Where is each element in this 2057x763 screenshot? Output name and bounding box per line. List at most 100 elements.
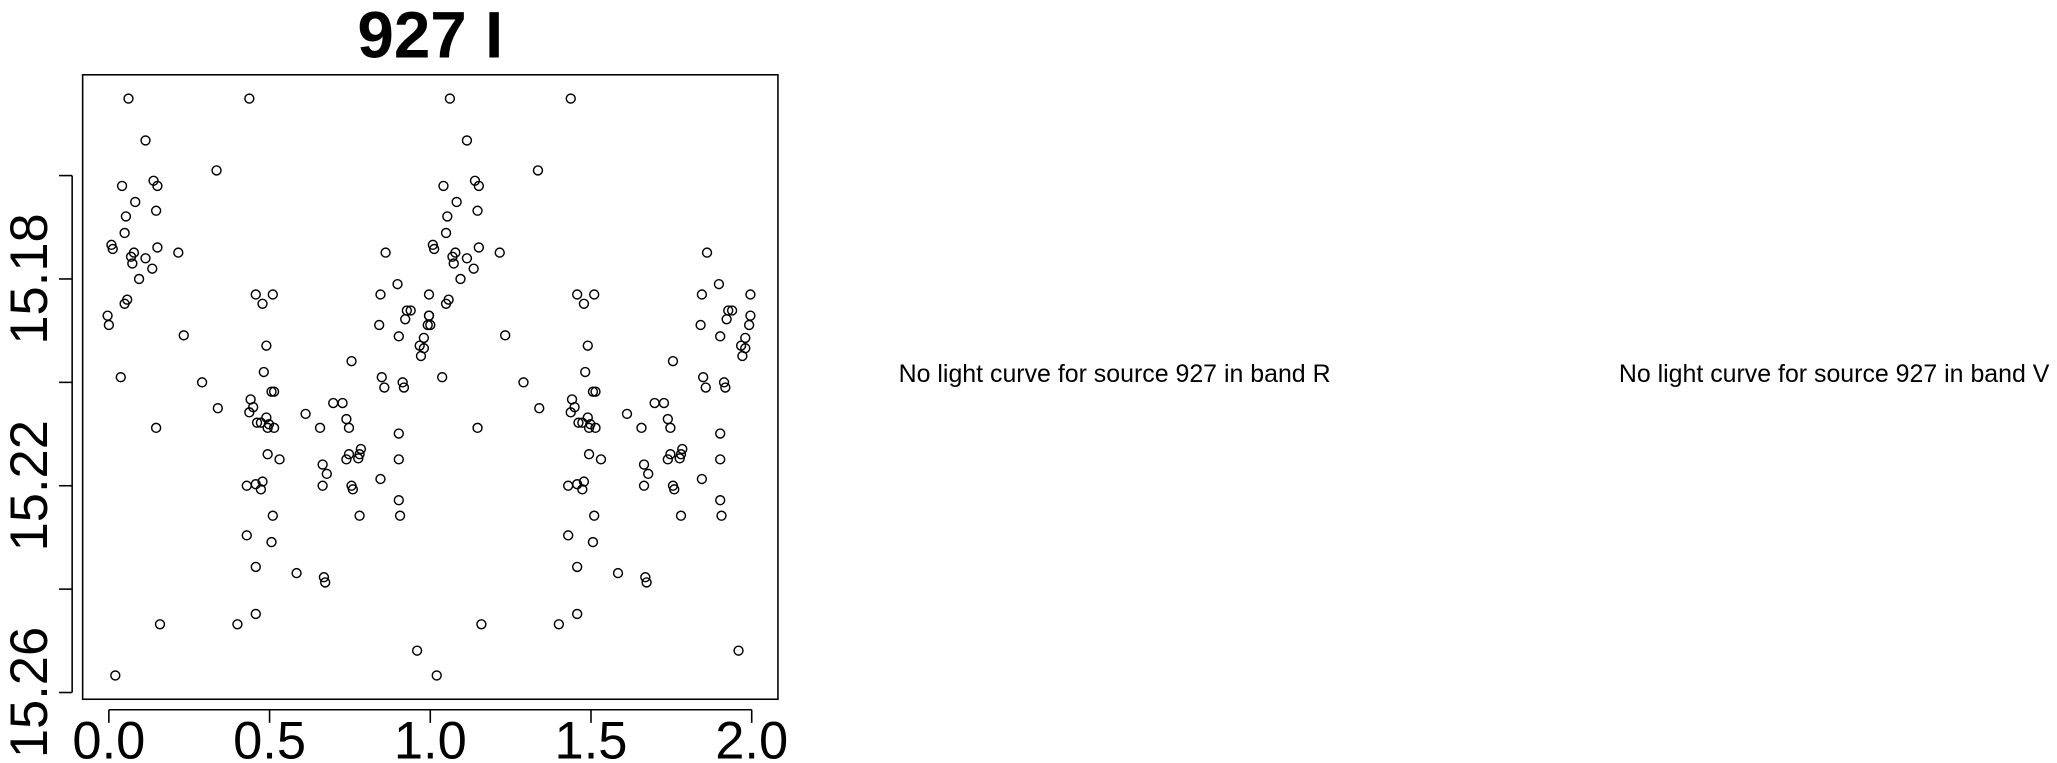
point bbox=[571, 479, 583, 490]
point bbox=[658, 397, 670, 409]
point bbox=[740, 343, 751, 354]
point bbox=[261, 340, 272, 351]
point bbox=[455, 273, 466, 285]
point bbox=[677, 443, 688, 455]
point bbox=[665, 449, 676, 460]
point bbox=[427, 239, 439, 251]
point bbox=[140, 253, 151, 264]
point bbox=[571, 561, 583, 573]
point bbox=[532, 165, 544, 176]
point bbox=[585, 419, 596, 430]
point bbox=[675, 510, 687, 521]
point bbox=[716, 510, 727, 521]
point bbox=[697, 372, 709, 383]
point bbox=[494, 247, 505, 258]
point bbox=[291, 567, 302, 579]
point bbox=[643, 468, 654, 480]
point bbox=[472, 205, 483, 216]
point bbox=[317, 480, 328, 491]
point bbox=[587, 536, 599, 548]
point bbox=[715, 495, 726, 506]
point bbox=[696, 473, 708, 485]
point bbox=[696, 289, 708, 300]
point bbox=[476, 619, 487, 630]
point bbox=[473, 242, 485, 253]
point bbox=[268, 386, 280, 397]
point bbox=[393, 428, 404, 439]
point bbox=[595, 454, 607, 465]
point bbox=[569, 401, 580, 413]
point bbox=[562, 480, 574, 491]
point bbox=[130, 196, 141, 208]
point bbox=[589, 510, 600, 521]
point bbox=[150, 422, 162, 434]
point bbox=[743, 319, 755, 331]
point bbox=[700, 382, 711, 393]
point bbox=[379, 382, 390, 393]
point bbox=[375, 473, 386, 485]
point bbox=[695, 319, 706, 331]
point bbox=[405, 305, 416, 316]
point bbox=[573, 417, 584, 428]
point bbox=[274, 454, 285, 465]
point bbox=[267, 510, 278, 521]
point bbox=[411, 645, 423, 656]
point bbox=[571, 289, 583, 300]
chart-title: 927 I bbox=[357, 0, 503, 72]
point bbox=[341, 413, 352, 425]
point bbox=[241, 530, 252, 541]
point bbox=[211, 165, 222, 176]
point bbox=[638, 459, 650, 470]
point bbox=[394, 510, 406, 521]
point bbox=[354, 510, 365, 521]
point bbox=[393, 454, 404, 465]
point bbox=[718, 377, 730, 388]
point bbox=[115, 372, 126, 383]
point bbox=[119, 227, 130, 239]
point bbox=[355, 443, 367, 455]
point bbox=[499, 330, 511, 341]
point bbox=[715, 428, 726, 439]
point bbox=[636, 422, 647, 434]
point bbox=[314, 422, 326, 434]
point bbox=[300, 408, 311, 420]
point bbox=[582, 412, 593, 423]
point bbox=[745, 289, 756, 300]
point bbox=[461, 135, 473, 146]
point bbox=[140, 135, 151, 146]
point bbox=[667, 355, 679, 367]
point bbox=[468, 263, 479, 274]
point bbox=[152, 180, 163, 192]
point bbox=[392, 278, 403, 290]
point bbox=[674, 453, 685, 464]
point bbox=[534, 403, 545, 414]
point bbox=[250, 608, 261, 620]
point bbox=[662, 413, 673, 425]
point bbox=[232, 619, 243, 630]
point bbox=[423, 289, 435, 300]
point bbox=[745, 310, 756, 321]
point bbox=[665, 422, 676, 434]
point bbox=[518, 377, 529, 388]
point bbox=[580, 366, 591, 378]
point bbox=[241, 480, 252, 491]
point bbox=[320, 577, 331, 588]
point bbox=[102, 310, 113, 321]
point bbox=[354, 449, 365, 460]
point bbox=[578, 298, 590, 309]
point bbox=[553, 619, 565, 630]
point bbox=[376, 372, 387, 383]
point bbox=[262, 449, 273, 460]
point bbox=[401, 305, 413, 316]
point bbox=[103, 319, 115, 331]
point bbox=[589, 289, 600, 300]
point bbox=[268, 422, 280, 434]
point bbox=[267, 289, 278, 300]
point bbox=[715, 454, 726, 465]
point bbox=[720, 382, 731, 393]
point bbox=[733, 645, 744, 656]
point bbox=[438, 180, 449, 192]
point bbox=[423, 310, 435, 321]
point bbox=[116, 180, 128, 192]
